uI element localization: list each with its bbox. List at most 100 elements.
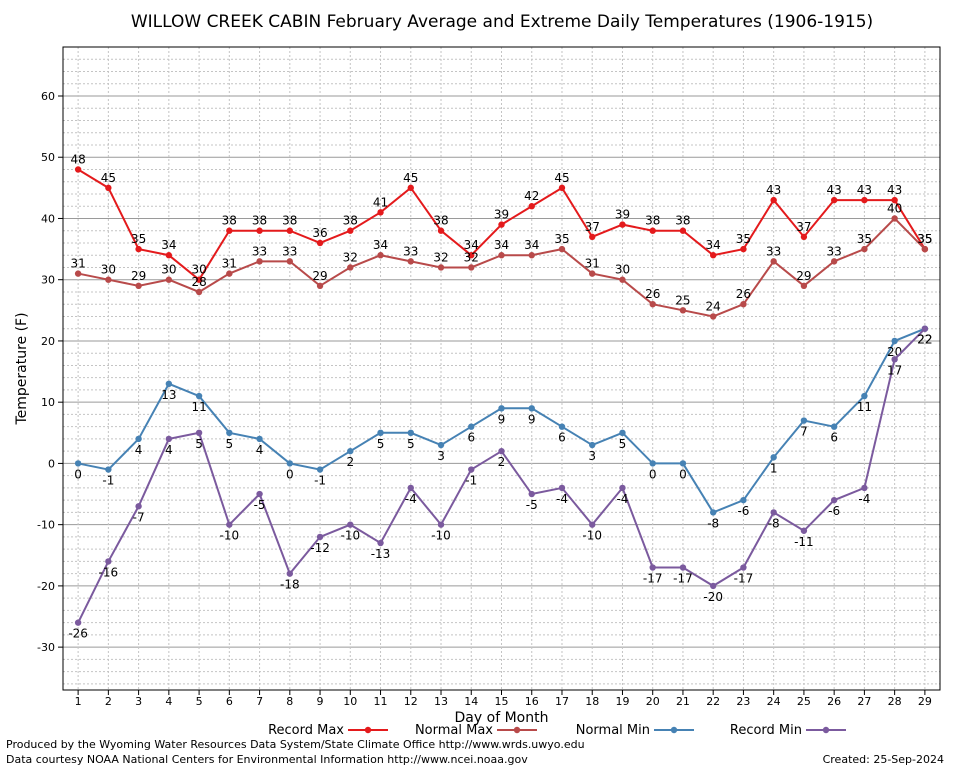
data-label: 35 (857, 232, 872, 246)
data-point (830, 196, 838, 204)
data-label: 3 (588, 449, 596, 463)
legend-swatch-marker (670, 726, 678, 734)
data-point (558, 484, 566, 492)
data-label: 45 (403, 171, 418, 185)
data-point (498, 405, 505, 412)
data-label: -20 (703, 590, 723, 604)
data-label: 1 (770, 461, 778, 475)
data-point (498, 252, 505, 259)
x-tick-label: 17 (555, 695, 569, 708)
data-point (74, 166, 82, 173)
data-point (740, 301, 747, 308)
data-point (316, 533, 324, 541)
data-label: 30 (615, 263, 630, 277)
data-label: 33 (766, 244, 781, 258)
data-label: 5 (407, 437, 415, 451)
data-point (256, 227, 263, 234)
data-label: 22 (917, 333, 932, 347)
data-point (649, 301, 656, 308)
data-point (165, 276, 173, 283)
legend-label: Record Min (730, 723, 802, 738)
data-point (256, 435, 263, 443)
data-label: 6 (467, 431, 475, 445)
data-label: 35 (131, 232, 146, 246)
credit-line-1: Produced by the Wyoming Water Resources … (6, 738, 585, 751)
data-point (800, 417, 808, 424)
data-point (528, 203, 535, 210)
data-label: 43 (857, 183, 872, 197)
data-point (377, 252, 384, 259)
data-label: 0 (286, 467, 294, 481)
x-tick-label: 19 (615, 695, 629, 708)
data-point (195, 429, 203, 436)
data-point (468, 264, 475, 271)
data-point (589, 233, 596, 241)
data-point (709, 582, 717, 590)
data-label: 30 (161, 263, 176, 277)
x-tick-label: 22 (706, 695, 720, 708)
data-point (800, 282, 808, 290)
data-label: 45 (101, 171, 116, 185)
legend: Record Max Normal Max Normal Min Record Min (268, 723, 846, 738)
legend-swatch-marker (364, 726, 372, 734)
data-label: 35 (917, 232, 932, 246)
data-point (709, 509, 717, 516)
y-tick-label: 50 (41, 151, 55, 164)
data-label: -4 (556, 492, 568, 506)
x-tick-label: 15 (495, 695, 509, 708)
y-axis-title: Temperature (F) (14, 312, 30, 425)
data-point (740, 496, 747, 504)
chart-title: WILLOW CREEK CABIN February Average and … (131, 12, 873, 32)
y-tick-label: 40 (41, 212, 55, 225)
x-axis-title: Day of Month (455, 710, 549, 726)
data-label: 34 (524, 238, 539, 252)
data-label: 9 (528, 412, 536, 426)
data-point (709, 252, 717, 259)
data-label: 35 (736, 232, 751, 246)
x-tick-label: 23 (736, 695, 750, 708)
data-point (679, 460, 687, 467)
data-label: 4 (256, 443, 264, 457)
data-point (407, 429, 414, 436)
credit-line-2: Data courtesy NOAA National Centers for … (6, 753, 528, 766)
data-point (921, 325, 929, 332)
data-label: 22 (917, 333, 932, 347)
data-point (589, 521, 596, 528)
data-label: -1 (102, 474, 114, 488)
data-point (377, 429, 384, 436)
data-label: 38 (433, 214, 448, 228)
data-point (558, 423, 566, 430)
data-label: 5 (226, 437, 234, 451)
x-tick-label: 24 (767, 695, 781, 708)
data-label: 40 (887, 201, 902, 215)
data-label: -6 (737, 504, 749, 518)
x-tick-label: 2 (105, 695, 112, 708)
data-point (589, 270, 596, 277)
data-label: -1 (465, 474, 477, 488)
data-label: -26 (68, 627, 88, 641)
data-point (256, 490, 263, 498)
data-point (286, 258, 294, 265)
legend-label: Normal Min (576, 723, 650, 738)
legend-swatch-marker (822, 726, 830, 734)
data-point (316, 282, 324, 290)
y-tick-label: 30 (41, 274, 55, 287)
data-point (679, 564, 687, 571)
data-point (891, 196, 898, 204)
data-point (830, 423, 838, 430)
data-label: 5 (195, 437, 203, 451)
data-label: 2 (498, 455, 506, 469)
data-label: 29 (312, 269, 327, 283)
data-label: 0 (74, 467, 82, 481)
data-point (286, 570, 294, 577)
data-label: 38 (675, 214, 690, 228)
data-point (195, 276, 203, 283)
data-point (226, 429, 233, 436)
data-point (498, 447, 505, 455)
data-label: -5 (526, 498, 538, 512)
data-point (165, 435, 173, 443)
y-tick-label: -10 (37, 519, 55, 532)
data-label: 36 (312, 226, 327, 240)
